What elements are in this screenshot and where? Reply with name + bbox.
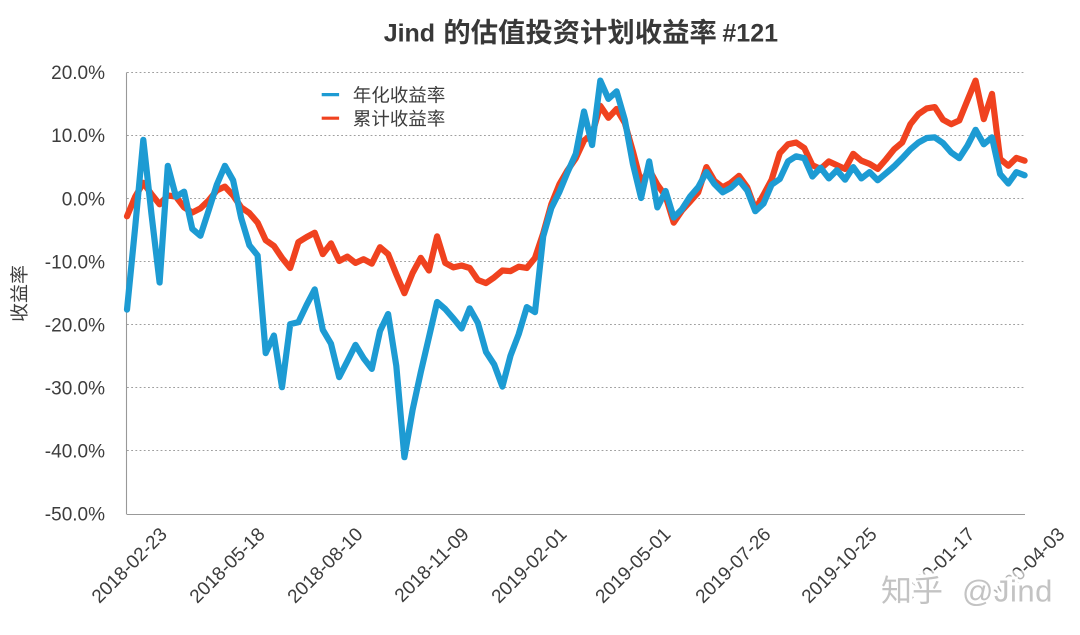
svg-text:-30.0%: -30.0% bbox=[45, 379, 105, 400]
svg-text:-40.0%: -40.0% bbox=[45, 442, 105, 463]
svg-text:-10.0%: -10.0% bbox=[45, 252, 105, 273]
svg-text:Jind: Jind bbox=[384, 20, 435, 48]
svg-text:-50.0%: -50.0% bbox=[45, 505, 105, 526]
svg-text:-20.0%: -20.0% bbox=[45, 316, 105, 337]
svg-text:20.0%: 20.0% bbox=[51, 63, 105, 84]
svg-text:10.0%: 10.0% bbox=[51, 126, 105, 147]
svg-text:@Jind: @Jind bbox=[962, 574, 1053, 609]
svg-text:#121: #121 bbox=[722, 20, 778, 48]
svg-text:0.0%: 0.0% bbox=[62, 189, 105, 210]
